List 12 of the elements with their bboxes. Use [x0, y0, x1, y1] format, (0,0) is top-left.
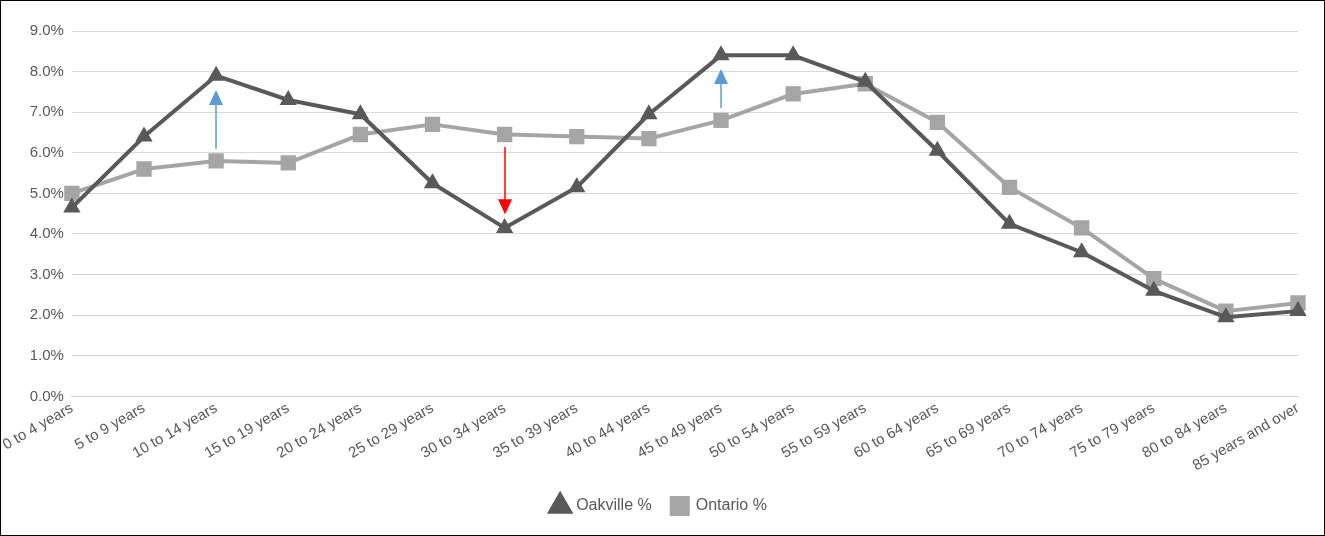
y-tick-label: 6.0% — [29, 142, 64, 160]
y-tick-label: 3.0% — [29, 264, 64, 282]
y-tick-label: 7.0% — [29, 102, 64, 120]
y-tick-label: 1.0% — [29, 345, 64, 363]
y-tick-label: 9.0% — [29, 21, 64, 39]
y-tick-label: 2.0% — [29, 305, 64, 323]
y-tick-label: 4.0% — [29, 224, 64, 242]
legend-label: Oakville % — [576, 496, 652, 514]
y-tick-label: 8.0% — [29, 61, 64, 79]
legend-label: Ontario % — [695, 496, 767, 514]
y-tick-label: 0.0% — [29, 386, 64, 404]
y-tick-label: 5.0% — [29, 183, 64, 201]
